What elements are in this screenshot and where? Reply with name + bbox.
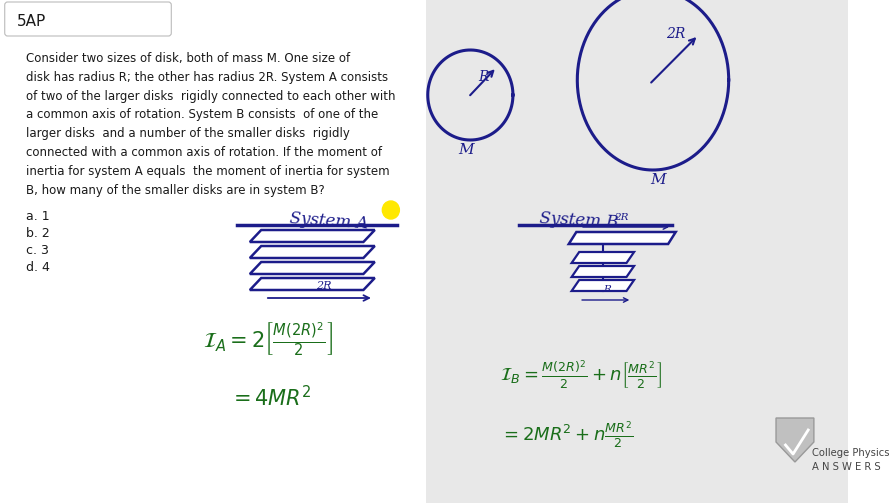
Text: Consider two sizes of disk, both of mass M. One size of
disk has radius R; the o: Consider two sizes of disk, both of mass… <box>26 52 395 197</box>
Text: M: M <box>650 173 666 187</box>
Text: System B: System B <box>539 210 619 231</box>
Text: System A: System A <box>289 210 368 232</box>
Text: 2R: 2R <box>615 213 629 222</box>
Polygon shape <box>250 278 375 290</box>
FancyBboxPatch shape <box>4 2 171 36</box>
Polygon shape <box>250 246 375 258</box>
Polygon shape <box>572 280 634 291</box>
Text: c. 3: c. 3 <box>26 244 48 257</box>
Text: b. 2: b. 2 <box>26 227 49 240</box>
Text: $\mathcal{I}_A = 2\left[\frac{M(2R)^2}{2}\right]$: $\mathcal{I}_A = 2\left[\frac{M(2R)^2}{2… <box>203 320 333 358</box>
Text: 5AP: 5AP <box>17 14 47 29</box>
Circle shape <box>383 201 400 219</box>
Text: a. 1: a. 1 <box>26 210 49 223</box>
Polygon shape <box>250 262 375 274</box>
Text: d. 4: d. 4 <box>26 261 49 274</box>
Text: R: R <box>604 286 611 294</box>
Polygon shape <box>250 230 375 242</box>
Polygon shape <box>572 252 634 263</box>
Bar <box>426 0 848 503</box>
Text: 2R: 2R <box>316 281 332 291</box>
Text: $= 4MR^2$: $= 4MR^2$ <box>229 385 312 410</box>
Text: $= 2MR^2 + n\frac{MR^2}{2}$: $= 2MR^2 + n\frac{MR^2}{2}$ <box>500 420 633 451</box>
Text: M: M <box>458 143 473 157</box>
Text: College Physics
A N S W E R S: College Physics A N S W E R S <box>812 448 890 472</box>
Text: 2R: 2R <box>667 27 685 41</box>
Polygon shape <box>572 266 634 277</box>
Text: $\mathcal{I}_B = \frac{M(2R)^2}{2} + n\left[\frac{MR^2}{2}\right]$: $\mathcal{I}_B = \frac{M(2R)^2}{2} + n\l… <box>500 358 662 391</box>
Text: R: R <box>478 70 488 84</box>
Polygon shape <box>569 232 676 244</box>
Polygon shape <box>776 418 814 462</box>
